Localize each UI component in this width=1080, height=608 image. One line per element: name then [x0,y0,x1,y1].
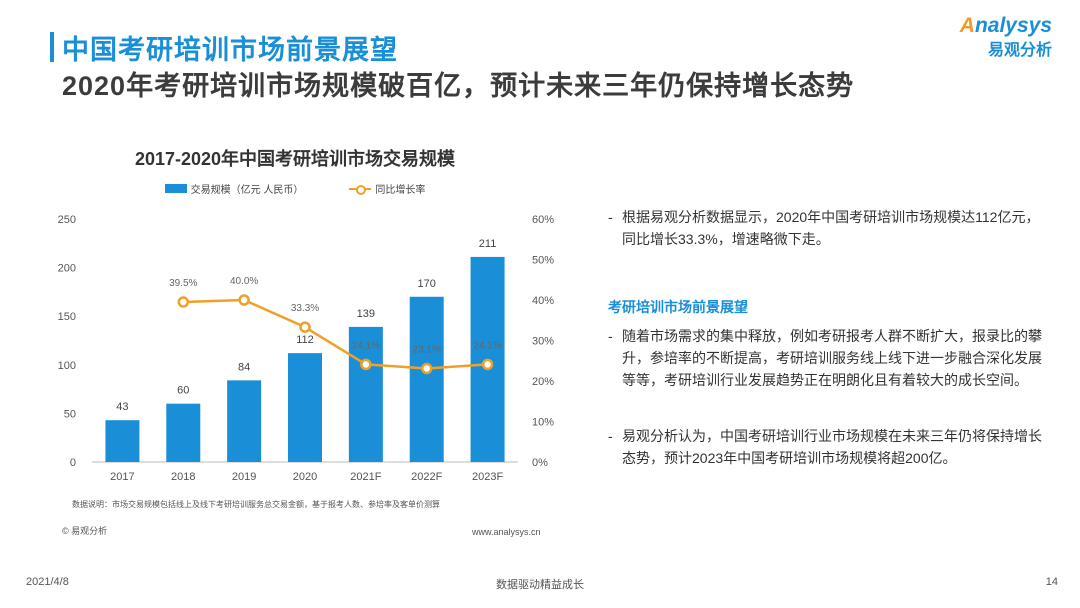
x-tick-label: 2021F [350,471,381,483]
right-paragraph-3: - 易观分析认为，中国考研培训行业市场规模在未来三年仍将保持增长态势，预计202… [608,425,1042,469]
footer-slogan: 数据驱动精益成长 [496,579,584,591]
growth-rate-point [420,362,433,375]
bar-value-label: 60 [177,385,189,397]
bar [227,380,262,462]
bar [166,403,201,462]
legend-item-line: 同比增长率 [349,181,425,196]
bullet-dash: - [608,328,613,344]
bar [105,420,140,462]
bullet-dash: - [608,428,613,444]
section-heading: 考研培训市场前景展望 [608,299,748,315]
y-right-tick-label: 50% [532,255,554,267]
chart-website: www.analysys.cn [472,527,541,537]
logo-brand: Analysys [960,14,1052,38]
logo-brand-initial: A [959,14,975,37]
growth-rate-line [183,298,488,370]
title-accent-bar [50,32,54,62]
right-paragraph-2: - 随着市场需求的集中释放，例如考研报考人群不断扩大，报录比的攀升，参培率的不断… [608,325,1042,391]
logo-brand-cn: 易观分析 [987,42,1052,59]
bar-value-label: 112 [296,334,314,346]
growth-rate-label: 24.1% [352,340,380,351]
bullet-dash: - [608,209,613,225]
y-left-tick-label: 50 [64,408,76,420]
bar [409,296,444,462]
growth-rate-point [238,294,250,306]
bar-value-label: 84 [238,361,250,373]
bar-value-label: 43 [116,401,128,413]
paragraph-2-text: 随着市场需求的集中释放，例如考研报考人群不断扩大，报录比的攀升，参培率的不断提高… [622,328,1042,388]
y-left-tick-label: 100 [58,360,76,372]
paragraph-3-text: 易观分析认为，中国考研培训行业市场规模在未来三年仍将保持增长态势，预计2023年… [622,428,1042,466]
growth-rate-label: 40.0% [230,276,258,287]
page-subtitle: 2020年考研培训市场规模破百亿，预计未来三年仍保持增长态势 [62,71,855,101]
legend-line-label: 同比增长率 [375,185,426,196]
page-number: 14 [1045,576,1058,588]
chart-copyright: © 易观分析 [62,526,108,536]
y-left-tick-label: 250 [58,214,76,226]
y-left-tick-label: 0 [70,457,76,469]
logo-brand-rest: nalysys [974,14,1052,37]
bar-value-label: 170 [418,278,436,290]
growth-rate-point [177,296,190,308]
growth-rate-label: 23.1% [413,344,441,355]
chart-legend: 交易规模（亿元 人民币） 同比增长率 [60,181,530,196]
growth-rate-label: 24.1% [473,340,501,351]
y-right-tick-label: 10% [532,417,554,429]
growth-rate-point [481,358,494,371]
legend-line-swatch [349,184,372,195]
bar-value-label: 211 [479,238,497,250]
chart-title: 2017-2020年中国考研培训市场交易规模 [134,149,456,169]
x-tick-label: 2017 [110,471,134,483]
chart-note: 数据说明：市场交易规模包括线上及线下考研培训服务总交易金额，基于报考人数、参培率… [72,500,440,509]
x-tick-label: 2018 [171,471,195,483]
footer-date: 2021/4/8 [26,576,69,588]
y-right-tick-label: 40% [532,295,554,307]
bar-value-label: 139 [357,308,375,320]
legend-bar-swatch [164,184,187,193]
right-paragraph-1: - 根据易观分析数据显示，2020年中国考研培训市场规模达112亿元，同比增长3… [608,206,1042,250]
legend-item-bar: 交易规模（亿元 人民币） [164,181,304,196]
y-right-tick-label: 0% [532,457,548,469]
y-left-tick-label: 200 [58,263,76,275]
y-right-tick-label: 60% [532,214,554,226]
page-title: 中国考研培训市场前景展望 [62,35,398,65]
growth-rate-label: 33.3% [291,303,319,314]
legend-bar-label: 交易规模（亿元 人民币） [190,185,304,196]
x-tick-label: 2023F [472,471,503,483]
y-right-tick-label: 30% [532,336,554,348]
growth-rate-label: 39.5% [169,278,197,289]
bar [288,353,322,462]
x-tick-label: 2020 [293,471,317,483]
paragraph-1-text: 根据易观分析数据显示，2020年中国考研培训市场规模达112亿元，同比增长33.… [622,209,1040,247]
analysys-logo: Analysys 易观分析 [960,14,1052,60]
y-right-tick-label: 20% [532,376,554,388]
x-tick-label: 2022F [411,471,442,483]
bar [348,326,383,462]
growth-rate-point [360,358,372,371]
growth-rate-point [299,321,311,333]
x-tick-label: 2019 [232,471,256,483]
y-left-tick-label: 150 [58,311,76,323]
